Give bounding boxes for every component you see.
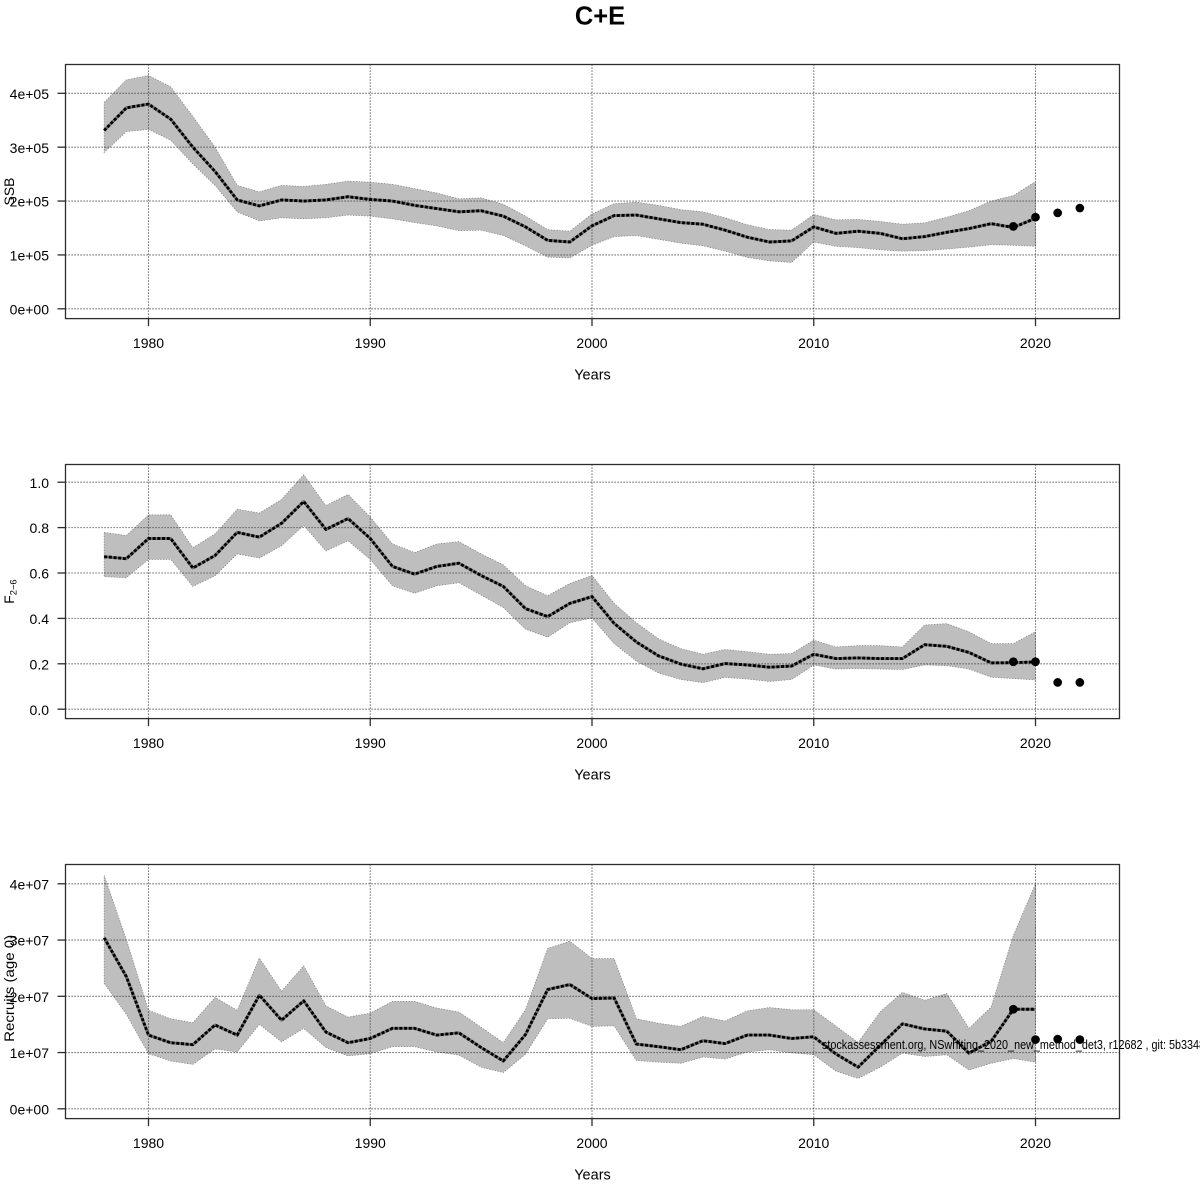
- svg-text:2020: 2020: [1020, 1135, 1051, 1151]
- svg-text:1.0: 1.0: [30, 475, 50, 491]
- svg-text:2010: 2010: [798, 335, 829, 351]
- svg-text:0.4: 0.4: [30, 611, 50, 627]
- svg-text:0.2: 0.2: [30, 656, 50, 672]
- svg-text:2e+07: 2e+07: [10, 989, 50, 1005]
- svg-text:C+E: C+E: [575, 2, 625, 30]
- svg-text:4e+07: 4e+07: [10, 876, 50, 892]
- svg-text:1e+05: 1e+05: [10, 248, 50, 264]
- svg-text:2010: 2010: [798, 1135, 829, 1151]
- svg-text:1990: 1990: [355, 335, 386, 351]
- svg-text:2000: 2000: [576, 335, 607, 351]
- svg-text:Years: Years: [574, 767, 611, 783]
- svg-text:1980: 1980: [133, 335, 164, 351]
- svg-text:3e+05: 3e+05: [10, 140, 50, 156]
- svg-text:0e+00: 0e+00: [10, 301, 50, 317]
- svg-text:1980: 1980: [133, 1135, 164, 1151]
- svg-text:3e+07: 3e+07: [10, 933, 50, 949]
- svg-text:SSB: SSB: [1, 178, 17, 206]
- svg-text:0e+00: 0e+00: [10, 1101, 50, 1117]
- svg-text:2000: 2000: [576, 735, 607, 751]
- svg-text:Years: Years: [574, 367, 611, 383]
- svg-text:2020: 2020: [1020, 335, 1051, 351]
- svg-text:2010: 2010: [798, 735, 829, 751]
- svg-text:4e+05: 4e+05: [10, 86, 50, 102]
- svg-text:Years: Years: [574, 1167, 611, 1183]
- svg-text:0.0: 0.0: [30, 702, 50, 718]
- svg-text:0.8: 0.8: [30, 520, 50, 536]
- svg-text:1e+07: 1e+07: [10, 1045, 50, 1061]
- svg-text:1980: 1980: [133, 735, 164, 751]
- svg-text:1990: 1990: [355, 735, 386, 751]
- svg-text:0.6: 0.6: [30, 566, 50, 582]
- svg-text:stockassessment.org, NSwhiting: stockassessment.org, NSwhiting_2020_new_…: [822, 1037, 1200, 1052]
- svg-text:2020: 2020: [1020, 735, 1051, 751]
- svg-text:2000: 2000: [576, 1135, 607, 1151]
- svg-text:2e+05: 2e+05: [10, 194, 50, 210]
- svg-text:Recruits (age 0): Recruits (age 0): [1, 935, 17, 1042]
- svg-text:1990: 1990: [355, 1135, 386, 1151]
